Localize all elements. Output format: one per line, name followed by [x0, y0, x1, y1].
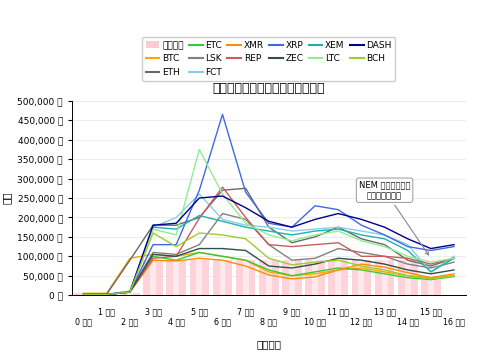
Text: 7 週目: 7 週目	[237, 308, 254, 317]
Bar	[143, 260, 163, 295]
Text: 14 週目: 14 週目	[396, 318, 419, 327]
Bar	[120, 293, 140, 295]
Bar	[282, 260, 302, 295]
Bar	[266, 260, 272, 295]
Bar	[173, 260, 179, 295]
Bar	[336, 260, 341, 295]
Bar	[328, 260, 348, 295]
Text: 12 週目: 12 週目	[350, 318, 372, 327]
Bar	[196, 260, 202, 295]
Bar	[359, 260, 364, 295]
Bar	[405, 260, 411, 295]
Text: 6 週目: 6 週目	[214, 318, 231, 327]
Text: 2 週目: 2 週目	[121, 318, 138, 327]
Bar	[97, 293, 117, 295]
Text: 15 週目: 15 週目	[420, 308, 442, 317]
Bar	[375, 260, 395, 295]
Bar	[398, 260, 418, 295]
Bar	[213, 260, 232, 295]
Y-axis label: 価格: 価格	[2, 192, 12, 204]
Text: 9 週目: 9 週目	[283, 308, 300, 317]
Text: NEM の強制利確で
約７万円の利益: NEM の強制利確で 約７万円の利益	[359, 180, 429, 255]
Bar	[428, 280, 434, 295]
Bar	[382, 260, 387, 295]
Text: 4 週目: 4 週目	[168, 318, 185, 327]
Bar	[190, 260, 209, 295]
Title: 保有している仮想通貨価格の遷移: 保有している仮想通貨価格の遷移	[213, 82, 325, 95]
Bar	[219, 260, 226, 295]
Text: 5 週目: 5 週目	[191, 308, 208, 317]
X-axis label: 保有期間: 保有期間	[256, 339, 281, 350]
Text: 8 週目: 8 週目	[260, 318, 277, 327]
Text: 3 週目: 3 週目	[144, 308, 162, 317]
Bar	[150, 260, 156, 295]
Bar	[236, 260, 255, 295]
Text: 16 週目: 16 週目	[443, 318, 465, 327]
Bar	[81, 293, 86, 295]
Bar	[104, 293, 110, 295]
Text: 10 週目: 10 週目	[304, 318, 326, 327]
Bar	[127, 293, 133, 295]
Legend: 積立原資, BTC, ETH, ETC, LSK, FCT, XMR, REP, XRP, ZEC, XEM, LTC, DASH, BCH: 積立原資, BTC, ETH, ETC, LSK, FCT, XMR, REP,…	[142, 37, 396, 81]
Text: 0 週目: 0 週目	[75, 318, 92, 327]
Text: 13 週目: 13 週目	[373, 308, 396, 317]
Bar	[305, 260, 325, 295]
Bar	[74, 293, 94, 295]
Text: 11 週目: 11 週目	[327, 308, 349, 317]
Bar	[421, 280, 441, 295]
Bar	[351, 260, 371, 295]
Bar	[312, 260, 318, 295]
Bar	[243, 260, 249, 295]
Bar	[259, 260, 278, 295]
Text: 1 週目: 1 週目	[98, 308, 115, 317]
Bar	[289, 260, 295, 295]
Bar	[167, 260, 186, 295]
